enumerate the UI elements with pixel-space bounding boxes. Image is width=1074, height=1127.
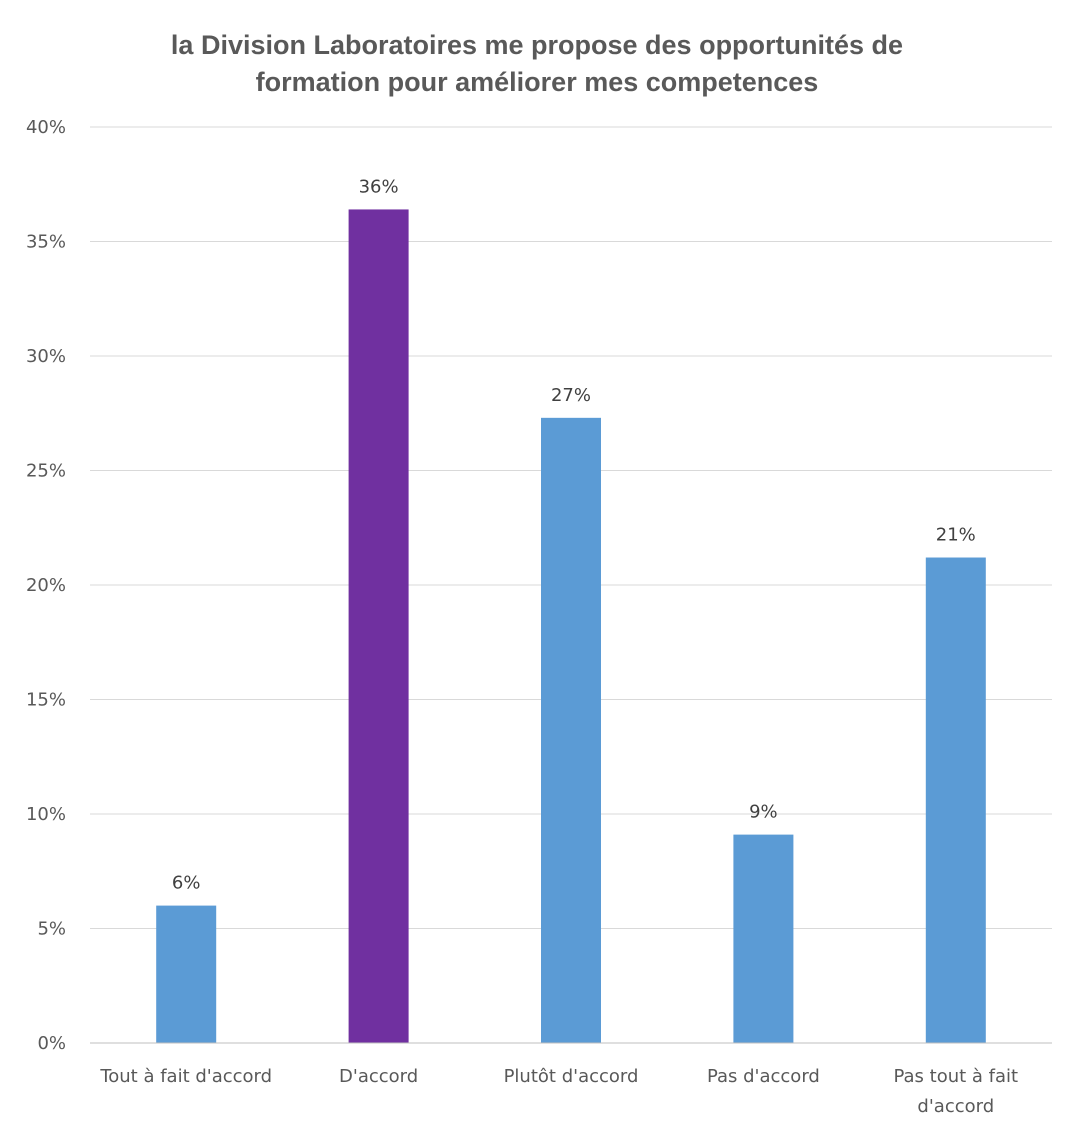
category-label: d'accord xyxy=(917,1096,994,1117)
y-axis-ticks: 0% 5% 10% 15% 20% 25% 30% 35% 40% xyxy=(26,117,66,1054)
y-tick-label: 0% xyxy=(37,1033,66,1054)
data-label: 6% xyxy=(172,873,201,894)
y-tick-label: 10% xyxy=(26,804,66,825)
bar xyxy=(156,905,217,1043)
bar xyxy=(733,834,794,1043)
y-tick-label: 15% xyxy=(26,690,66,711)
category-label: D'accord xyxy=(339,1066,418,1087)
y-tick-label: 25% xyxy=(26,461,66,482)
chart-title: la Division Laboratoires me propose des … xyxy=(171,30,903,97)
category-label: Pas tout à fait xyxy=(893,1066,1018,1087)
category-label: Plutôt d'accord xyxy=(504,1066,639,1087)
bar xyxy=(925,557,986,1043)
data-label: 27% xyxy=(551,385,591,406)
data-labels: 6% 36% 27% 9% 21% xyxy=(172,176,976,893)
bar xyxy=(348,209,409,1043)
bar xyxy=(541,417,601,1044)
category-label: Tout à fait d'accord xyxy=(99,1066,272,1087)
y-tick-label: 5% xyxy=(37,919,66,940)
category-label: Pas d'accord xyxy=(707,1066,820,1087)
chart-title-line: la Division Laboratoires me propose des … xyxy=(171,30,903,60)
bars xyxy=(156,209,986,1044)
data-label: 21% xyxy=(936,525,976,546)
y-tick-label: 20% xyxy=(26,575,66,596)
y-tick-label: 35% xyxy=(26,232,66,253)
data-label: 9% xyxy=(749,802,778,823)
y-tick-label: 40% xyxy=(26,117,66,138)
category-labels: Tout à fait d'accord D'accord Plutôt d'acc… xyxy=(99,1066,1018,1117)
data-label: 36% xyxy=(359,176,399,197)
chart-title-line: formation pour améliorer mes competences xyxy=(256,67,819,97)
y-tick-label: 30% xyxy=(26,346,66,367)
